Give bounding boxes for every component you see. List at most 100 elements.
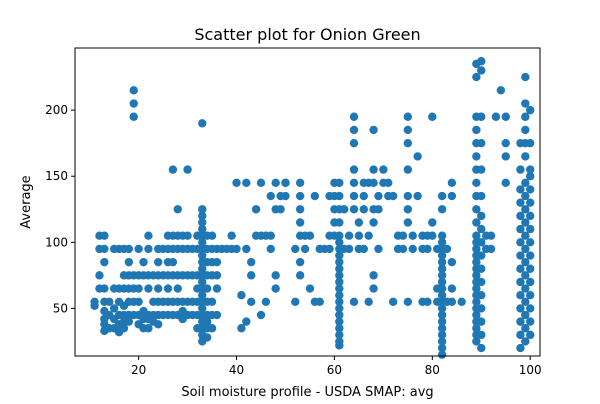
scatter-point xyxy=(521,205,530,214)
scatter-point xyxy=(477,277,486,287)
scatter-point xyxy=(477,165,486,174)
scatter-point xyxy=(526,138,535,148)
scatter-point xyxy=(437,337,447,346)
scatter-point xyxy=(242,317,251,326)
scatter-point xyxy=(266,191,275,201)
scatter-point xyxy=(398,244,408,254)
scatter-point xyxy=(403,218,413,227)
scatter-point xyxy=(105,297,114,306)
scatter-point xyxy=(472,231,481,240)
scatter-point xyxy=(134,297,143,306)
scatter-point xyxy=(477,343,486,353)
scatter-point xyxy=(403,205,413,214)
scatter-point xyxy=(477,251,486,260)
x-tick-label: 100 xyxy=(519,363,542,377)
scatter-point xyxy=(374,191,383,201)
y-tick-label: 50 xyxy=(53,301,68,315)
x-tick-label: 40 xyxy=(229,363,244,377)
scatter-point xyxy=(100,257,109,267)
scatter-point xyxy=(477,290,486,300)
scatter-point xyxy=(335,290,344,300)
scatter-point xyxy=(423,297,432,306)
scatter-point xyxy=(447,284,457,293)
scatter-point xyxy=(472,271,481,280)
scatter-point xyxy=(212,284,222,293)
scatter-point xyxy=(437,257,447,267)
scatter-point xyxy=(526,198,535,207)
scatter-point xyxy=(335,337,344,346)
scatter-point xyxy=(472,297,481,306)
scatter-point xyxy=(521,152,530,161)
scatter-point xyxy=(516,264,525,273)
scatter-point xyxy=(491,112,501,121)
y-tick-label: 200 xyxy=(45,103,68,117)
scatter-point xyxy=(526,264,535,273)
scatter-point xyxy=(144,324,153,333)
scatter-point xyxy=(271,284,280,293)
scatter-point xyxy=(437,317,447,326)
scatter-point xyxy=(266,231,275,240)
scatter-point xyxy=(521,99,530,108)
scatter-point xyxy=(526,172,535,181)
scatter-point xyxy=(335,218,344,227)
scatter-point xyxy=(100,244,109,254)
scatter-point xyxy=(232,244,241,254)
scatter-point xyxy=(242,244,251,254)
scatter-point xyxy=(154,320,163,329)
scatter-point xyxy=(335,304,344,313)
scatter-point xyxy=(526,304,535,313)
scatter-point xyxy=(472,72,481,82)
scatter-point xyxy=(198,304,207,313)
scatter-point xyxy=(349,112,359,121)
scatter-point xyxy=(388,191,398,201)
scatter-point xyxy=(109,304,119,313)
scatter-point xyxy=(281,191,290,201)
scatter-point xyxy=(521,297,530,306)
scatter-point xyxy=(379,165,388,174)
scatter-point xyxy=(369,271,378,280)
scatter-point xyxy=(256,178,266,188)
scatter-point xyxy=(295,205,305,214)
scatter-point xyxy=(516,251,525,260)
scatter-point xyxy=(521,231,530,240)
scatter-point xyxy=(369,284,378,293)
scatter-point xyxy=(526,238,535,247)
scatter-point xyxy=(183,165,192,174)
scatter-point xyxy=(139,257,148,267)
scatter-point xyxy=(271,178,280,188)
scatter-point xyxy=(486,231,496,240)
scatter-point xyxy=(124,244,134,254)
scatter-point xyxy=(521,72,530,82)
scatter-point xyxy=(359,191,368,201)
scatter-point xyxy=(247,257,256,267)
scatter-point xyxy=(516,185,525,194)
scatter-point xyxy=(477,211,486,221)
scatter-point xyxy=(305,284,315,293)
scatter-point xyxy=(477,317,486,326)
scatter-point xyxy=(403,191,413,201)
scatter-point xyxy=(403,165,413,174)
plot-frame xyxy=(74,47,541,357)
scatter-point xyxy=(388,297,398,306)
scatter-point xyxy=(472,205,481,214)
scatter-point xyxy=(437,271,447,280)
scatter-point xyxy=(198,264,207,273)
scatter-point xyxy=(442,244,452,254)
scatter-point xyxy=(398,231,408,240)
scatter-point xyxy=(437,350,447,359)
scatter-point xyxy=(154,284,163,293)
scatter-point xyxy=(335,231,344,240)
scatter-point xyxy=(198,224,207,234)
scatter-point xyxy=(526,165,535,174)
scatter-point xyxy=(374,244,383,254)
scatter-point xyxy=(256,310,266,320)
scatter-point xyxy=(359,244,368,254)
scatter-point xyxy=(340,205,349,214)
x-axis-label: Soil moisture profile - USDA SMAP: avg xyxy=(181,385,433,400)
scatter-point xyxy=(295,257,305,267)
scatter-point xyxy=(477,191,486,201)
scatter-point xyxy=(335,297,344,306)
points-layer xyxy=(90,57,535,359)
scatter-point xyxy=(472,178,481,188)
